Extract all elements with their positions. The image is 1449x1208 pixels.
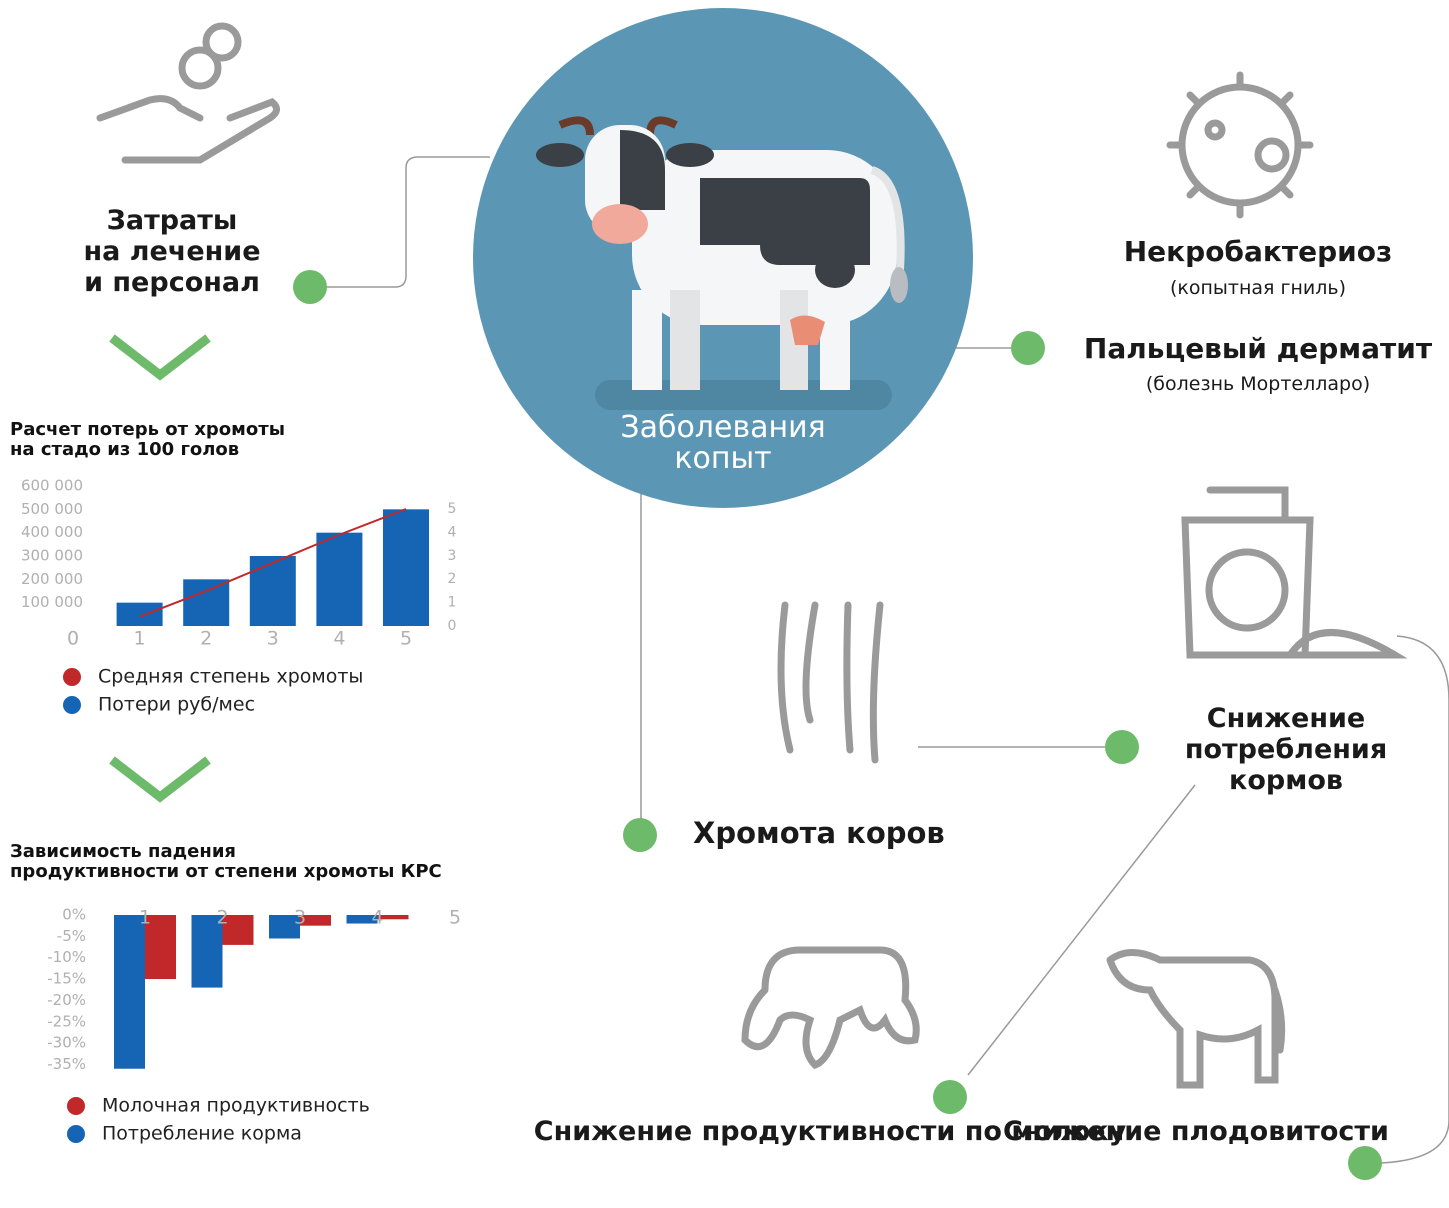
center-label: Заболевания копыт xyxy=(620,412,825,474)
bar xyxy=(316,533,362,626)
bar xyxy=(250,556,296,626)
bar xyxy=(383,509,429,626)
node-label: Затраты на лечение и персонал xyxy=(83,205,260,298)
y-tick-label: 500 000 xyxy=(21,500,83,518)
y-tick-label: -35% xyxy=(47,1055,86,1073)
y2-tick-label: 2 xyxy=(448,571,457,587)
y-tick-label: 300 000 xyxy=(21,547,83,565)
y-tick-label: 0% xyxy=(62,906,86,924)
y-tick-label: -10% xyxy=(47,948,86,966)
y-tick-label: -30% xyxy=(47,1034,86,1052)
x-tick-label: 4 xyxy=(371,907,383,929)
legend-label: Потери руб/мес xyxy=(98,694,255,716)
chevrons xyxy=(112,338,208,797)
y2-tick-label: 1 xyxy=(448,595,457,611)
y-tick-label: -5% xyxy=(57,927,86,945)
legend-label: Молочная продуктивность xyxy=(102,1095,370,1117)
x-tick-label: 3 xyxy=(294,907,306,929)
y2-tick-label: 3 xyxy=(448,548,457,564)
x-tick-label: 5 xyxy=(400,628,412,650)
chart-title: Зависимость падения продуктивности от ст… xyxy=(10,842,442,882)
bar xyxy=(117,603,163,626)
x-tick-label: 2 xyxy=(200,628,212,650)
chart-title: Расчет потерь от хромоты на стадо из 100… xyxy=(10,420,285,460)
x-tick-label: 0 xyxy=(67,628,79,650)
x-tick-label: 1 xyxy=(134,628,146,650)
y-tick-label: 400 000 xyxy=(21,523,83,541)
legend-swatch xyxy=(67,1097,85,1115)
node-sublabel: (болезнь Мортелларо) xyxy=(1146,372,1370,396)
y-tick-label: -20% xyxy=(47,991,86,1009)
y-tick-label: 600 000 xyxy=(21,477,83,495)
legend-swatch xyxy=(63,668,81,686)
y-tick-label: 100 000 xyxy=(21,593,83,611)
node-label: Снижение плодовитости xyxy=(1003,1116,1389,1147)
y-tick-label: -15% xyxy=(47,970,86,988)
infographic: 100 000 200 000 300 000 400 000 500 000 600 0… xyxy=(0,0,1449,1208)
y2-tick-label: 0 xyxy=(448,618,457,634)
y-tick-label: 200 000 xyxy=(21,570,83,588)
node-label: Пальцевый дерматит xyxy=(1084,333,1432,364)
node-sublabel: (копытная гниль) xyxy=(1170,276,1346,300)
x-tick-label: 1 xyxy=(139,907,151,929)
legend-swatch xyxy=(63,696,81,714)
x-tick-label: 3 xyxy=(267,628,279,650)
y2-tick-label: 5 xyxy=(448,501,457,517)
legend-swatch xyxy=(67,1125,85,1143)
bar xyxy=(183,579,229,626)
node-label: Некробактериоз xyxy=(1124,236,1393,267)
legend-label: Средняя степень хромоты xyxy=(98,666,363,688)
y-tick-label: -25% xyxy=(47,1012,86,1030)
bar xyxy=(114,915,145,1069)
x-tick-label: 2 xyxy=(216,907,228,929)
legend-label: Потребление корма xyxy=(102,1123,302,1145)
x-tick-label: 4 xyxy=(333,628,345,650)
page: 100 000 200 000 300 000 400 000 500 000 600 0… xyxy=(0,0,1449,1208)
x-tick-label: 5 xyxy=(449,907,461,929)
y2-tick-label: 4 xyxy=(448,524,457,540)
node-label: Хромота коров xyxy=(693,818,945,849)
node-label: Снижение потребления кормов xyxy=(1185,703,1387,796)
